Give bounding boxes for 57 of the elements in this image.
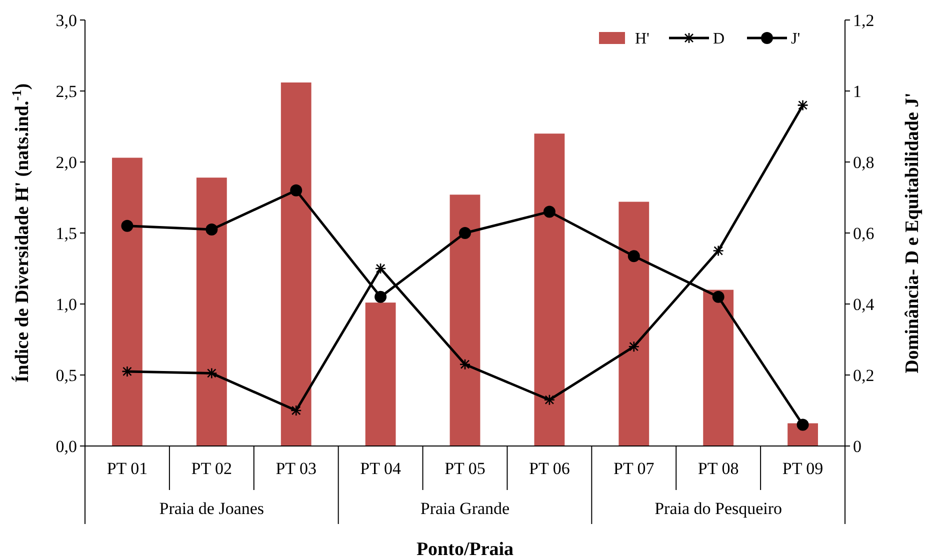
y-tick-label: 1,0 xyxy=(56,294,77,314)
bar xyxy=(196,178,227,446)
bar xyxy=(365,302,396,446)
x-tick-label: PT 03 xyxy=(276,459,317,478)
y2-tick-label: 0,4 xyxy=(853,294,875,314)
point xyxy=(544,394,556,406)
y2-tick-label: 0,2 xyxy=(853,366,874,385)
y-tick-label: 2,0 xyxy=(56,152,77,172)
bar xyxy=(450,194,480,446)
point xyxy=(712,245,724,256)
y2-tick-label: 1 xyxy=(853,82,862,101)
x-tick-label: PT 08 xyxy=(698,459,739,478)
x-tick-label: PT 09 xyxy=(782,459,824,478)
point xyxy=(374,290,387,303)
y2-tick-label: 0,6 xyxy=(853,224,874,243)
x-tick-label: PT 02 xyxy=(191,459,232,478)
y-tick-label: 0,0 xyxy=(56,436,77,456)
y2-tick-label: 0,8 xyxy=(853,152,874,172)
text: Praia de Joanes xyxy=(159,499,264,518)
point xyxy=(628,340,640,352)
point xyxy=(290,184,302,196)
point xyxy=(121,220,134,232)
legend-label: J' xyxy=(791,30,800,48)
text: Praia do Pesqueiro xyxy=(654,499,782,518)
legend-label: D xyxy=(713,30,725,48)
point xyxy=(628,250,640,262)
y-tick-label: 0,5 xyxy=(56,366,77,385)
y-tick-label: 3,0 xyxy=(56,10,77,30)
legend-label: H' xyxy=(635,30,650,48)
x-tick-label: PT 04 xyxy=(360,459,402,478)
bar xyxy=(112,158,142,446)
point xyxy=(374,262,386,274)
y-tick-label: 1,5 xyxy=(56,224,77,243)
bar xyxy=(534,134,565,446)
bar xyxy=(618,202,650,446)
point xyxy=(206,223,218,236)
point xyxy=(459,358,471,370)
point xyxy=(543,206,556,218)
x-tick-label: PT 01 xyxy=(106,459,148,478)
x-tick-label: PT 06 xyxy=(529,459,570,478)
point xyxy=(796,418,809,431)
point xyxy=(122,366,133,378)
y2-tick-label: 1,2 xyxy=(853,10,874,30)
y-tick-label: 2,5 xyxy=(56,82,77,101)
point xyxy=(206,368,218,379)
x-tick-label: PT 05 xyxy=(444,459,486,478)
x-tick-label: PT 07 xyxy=(613,459,655,478)
bar xyxy=(280,82,312,446)
point xyxy=(290,404,302,416)
point xyxy=(459,227,471,239)
y2-tick-label: 0 xyxy=(853,436,862,456)
text: Praia Grande xyxy=(420,499,510,518)
x-axis-title: Ponto/Praia xyxy=(416,539,514,559)
bar xyxy=(703,290,734,446)
point xyxy=(712,290,724,303)
point xyxy=(797,100,808,111)
y2-axis-title: Dominância- D e Equitabilidade J' xyxy=(902,92,923,374)
